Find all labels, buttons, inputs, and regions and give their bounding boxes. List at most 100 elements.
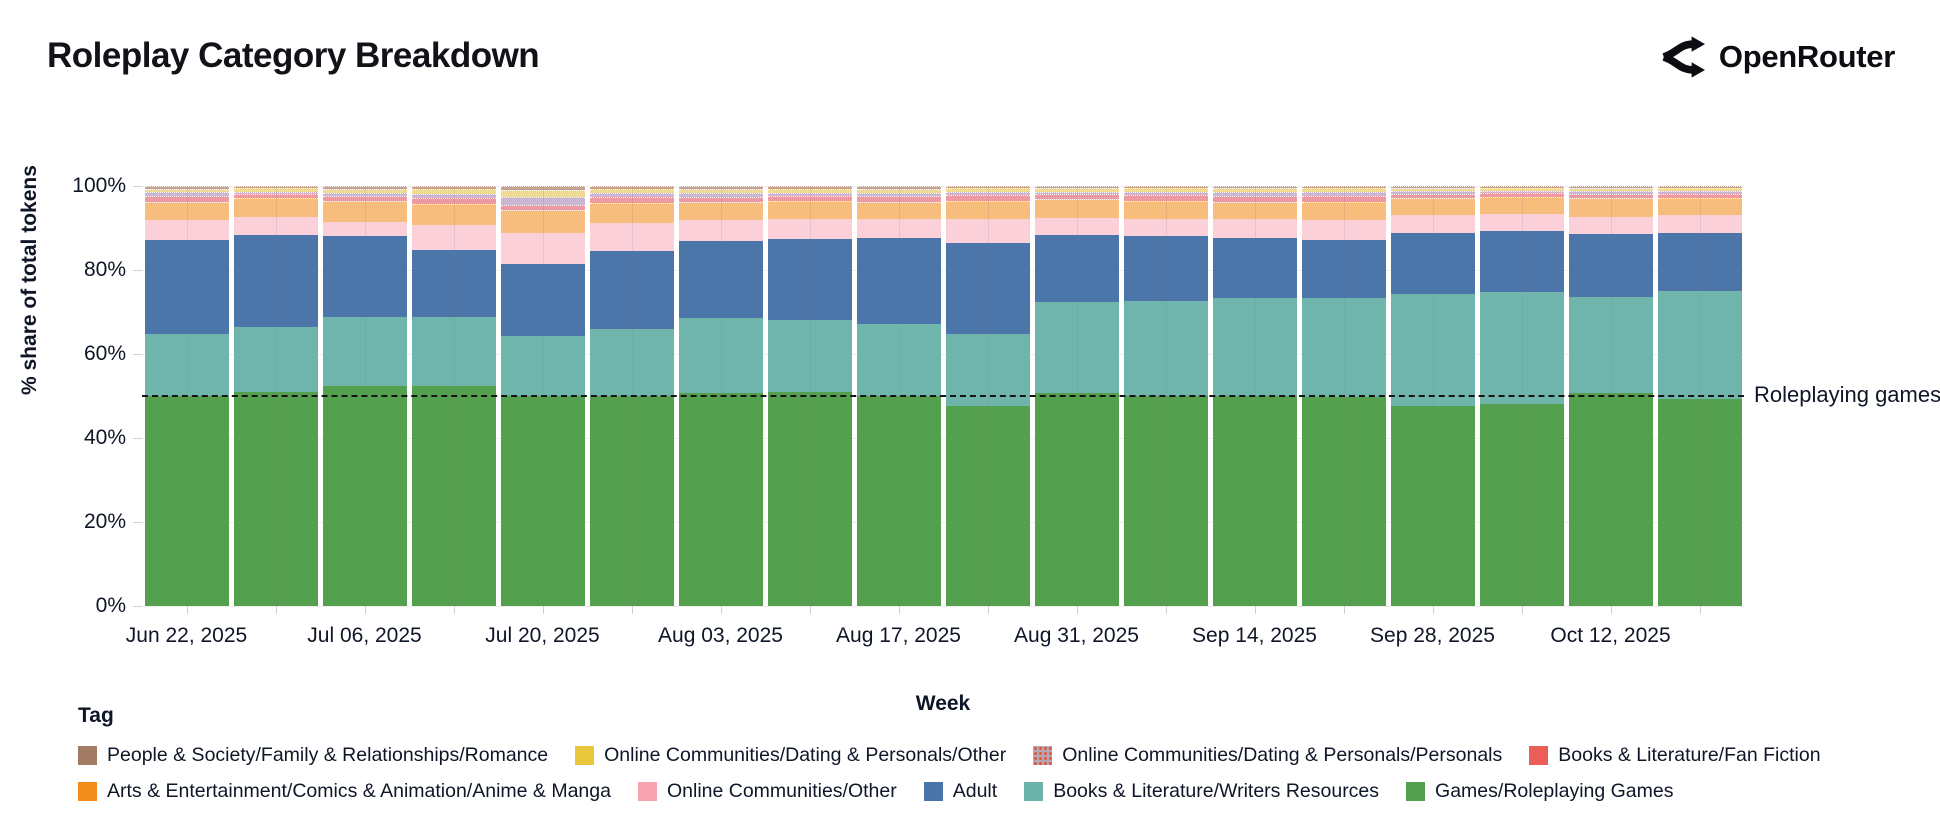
bar-segment[interactable]	[500, 335, 585, 396]
bar-segment[interactable]	[767, 320, 852, 393]
bar-segment[interactable]	[1123, 186, 1208, 189]
bar-segment[interactable]	[767, 192, 852, 196]
legend-item[interactable]: Online Communities/Dating & Personals/Pe…	[1033, 744, 1502, 767]
bar-segment[interactable]	[945, 242, 1030, 335]
bar-segment[interactable]	[411, 186, 496, 189]
bar-segment[interactable]	[678, 193, 763, 197]
bar-segment[interactable]	[500, 196, 585, 206]
bar-segment[interactable]	[1568, 187, 1653, 191]
bar-segment[interactable]	[1301, 202, 1386, 221]
bar-segment[interactable]	[1657, 198, 1742, 216]
bar-segment[interactable]	[500, 210, 585, 233]
bar-segment[interactable]	[144, 201, 229, 221]
bar-segment[interactable]	[322, 385, 407, 606]
bar-segment[interactable]	[1657, 215, 1742, 233]
bar-segment[interactable]	[589, 192, 674, 198]
bar-segment[interactable]	[1657, 291, 1742, 399]
bar-segment[interactable]	[767, 219, 852, 239]
bar-segment[interactable]	[233, 326, 318, 393]
bar-segment[interactable]	[500, 186, 585, 190]
bar-segment[interactable]	[1568, 190, 1653, 194]
bar-segment[interactable]	[1301, 192, 1386, 197]
bar-segment[interactable]	[144, 188, 229, 193]
bar-segment[interactable]	[233, 216, 318, 236]
stacked-bar-sep-07-2025[interactable]	[1123, 186, 1208, 606]
bar-segment[interactable]	[411, 385, 496, 606]
bar-segment[interactable]	[1034, 235, 1119, 302]
bar-segment[interactable]	[856, 324, 941, 396]
stacked-bar-jul-20-2025[interactable]	[500, 186, 585, 606]
bar-segment[interactable]	[322, 196, 407, 201]
bar-segment[interactable]	[500, 205, 585, 211]
bar-segment[interactable]	[678, 201, 763, 221]
bar-segment[interactable]	[500, 263, 585, 336]
bar-segment[interactable]	[1123, 396, 1208, 606]
bar-segment[interactable]	[1034, 191, 1119, 195]
bar-segment[interactable]	[1568, 186, 1653, 188]
bar-segment[interactable]	[1212, 219, 1297, 238]
bar-segment[interactable]	[1657, 398, 1742, 606]
bar-segment[interactable]	[856, 188, 941, 193]
bar-segment[interactable]	[1212, 188, 1297, 193]
bar-segment[interactable]	[233, 392, 318, 606]
bar-segment[interactable]	[678, 241, 763, 318]
bar-segment[interactable]	[322, 236, 407, 318]
bar-segment[interactable]	[233, 191, 318, 195]
bar-segment[interactable]	[856, 196, 941, 202]
stacked-bar-jun-29-2025[interactable]	[233, 186, 318, 606]
bar-segment[interactable]	[1301, 240, 1386, 299]
bar-segment[interactable]	[1034, 393, 1119, 606]
bar-segment[interactable]	[1479, 196, 1564, 215]
bar-segment[interactable]	[1034, 199, 1119, 218]
bar-segment[interactable]	[144, 192, 229, 196]
stacked-bar-oct-19-2025[interactable]	[1657, 186, 1742, 606]
bar-segment[interactable]	[1657, 193, 1742, 199]
bar-segment[interactable]	[500, 232, 585, 264]
legend-item[interactable]: People & Society/Family & Relationships/…	[78, 744, 548, 767]
bar-segment[interactable]	[945, 186, 1030, 189]
bar-segment[interactable]	[1301, 196, 1386, 202]
bar-segment[interactable]	[589, 203, 674, 223]
stacked-bar-aug-31-2025[interactable]	[1034, 186, 1119, 606]
bar-segment[interactable]	[767, 186, 852, 189]
bar-segment[interactable]	[144, 396, 229, 606]
bar-segment[interactable]	[1123, 236, 1208, 301]
bar-segment[interactable]	[945, 406, 1030, 606]
bar-segment[interactable]	[1123, 191, 1208, 195]
bar-segment[interactable]	[1390, 187, 1475, 191]
bar-segment[interactable]	[1390, 294, 1475, 407]
stacked-bar-jul-06-2025[interactable]	[322, 186, 407, 606]
bar-segment[interactable]	[411, 225, 496, 250]
bar-segment[interactable]	[1301, 220, 1386, 241]
bar-segment[interactable]	[1034, 194, 1119, 200]
stacked-bar-aug-24-2025[interactable]	[945, 186, 1030, 606]
stacked-bar-jul-13-2025[interactable]	[411, 186, 496, 606]
bar-segment[interactable]	[233, 198, 318, 217]
bar-segment[interactable]	[945, 334, 1030, 407]
bar-segment[interactable]	[1301, 188, 1386, 193]
bar-segment[interactable]	[1212, 237, 1297, 299]
bar-segment[interactable]	[1034, 188, 1119, 192]
bar-segment[interactable]	[678, 186, 763, 189]
bar-segment[interactable]	[678, 317, 763, 394]
bar-segment[interactable]	[767, 195, 852, 201]
bar-segment[interactable]	[322, 317, 407, 386]
stacked-bar-sep-14-2025[interactable]	[1212, 186, 1297, 606]
stacked-bar-oct-05-2025[interactable]	[1479, 186, 1564, 606]
bar-segment[interactable]	[589, 251, 674, 330]
bar-segment[interactable]	[1390, 190, 1475, 194]
bar-segment[interactable]	[1212, 396, 1297, 606]
bar-segment[interactable]	[144, 220, 229, 241]
bar-segment[interactable]	[1212, 201, 1297, 220]
stacked-bar-oct-12-2025[interactable]	[1568, 186, 1653, 606]
stacked-bar-aug-03-2025[interactable]	[678, 186, 763, 606]
bar-segment[interactable]	[1034, 217, 1119, 236]
bar-segment[interactable]	[1212, 186, 1297, 189]
bar-segment[interactable]	[1212, 195, 1297, 202]
bar-segment[interactable]	[1479, 403, 1564, 606]
legend-item[interactable]: Adult	[923, 780, 997, 803]
bar-segment[interactable]	[945, 188, 1030, 192]
bar-segment[interactable]	[767, 392, 852, 606]
bar-segment[interactable]	[1479, 292, 1564, 404]
bar-segment[interactable]	[500, 189, 585, 197]
